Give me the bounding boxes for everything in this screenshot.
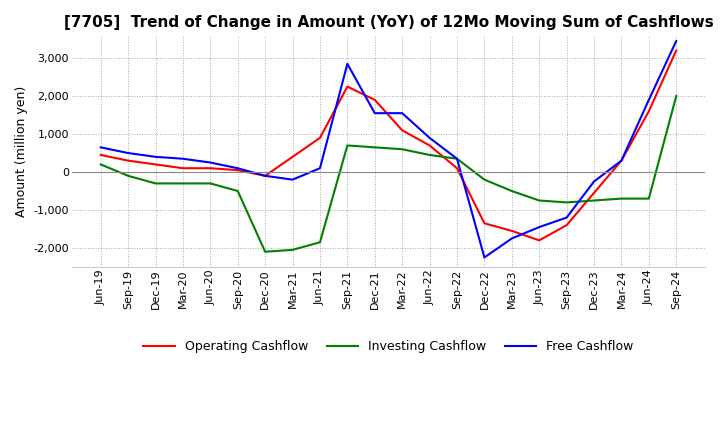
Investing Cashflow — [261, 249, 269, 254]
Operating Cashflow — [590, 190, 598, 195]
Free Cashflow — [453, 156, 462, 161]
Free Cashflow — [179, 156, 187, 161]
Free Cashflow — [96, 145, 105, 150]
Investing Cashflow — [535, 198, 544, 203]
Operating Cashflow — [371, 97, 379, 103]
Free Cashflow — [672, 38, 680, 44]
Investing Cashflow — [288, 247, 297, 253]
Free Cashflow — [288, 177, 297, 182]
Investing Cashflow — [672, 93, 680, 99]
Operating Cashflow — [644, 109, 653, 114]
Line: Investing Cashflow: Investing Cashflow — [101, 96, 676, 252]
Operating Cashflow — [535, 238, 544, 243]
Investing Cashflow — [179, 181, 187, 186]
Investing Cashflow — [508, 188, 516, 194]
Investing Cashflow — [426, 152, 434, 158]
Operating Cashflow — [288, 154, 297, 159]
Title: [7705]  Trend of Change in Amount (YoY) of 12Mo Moving Sum of Cashflows: [7705] Trend of Change in Amount (YoY) o… — [63, 15, 714, 30]
Free Cashflow — [535, 224, 544, 230]
Operating Cashflow — [426, 143, 434, 148]
Free Cashflow — [206, 160, 215, 165]
Y-axis label: Amount (million yen): Amount (million yen) — [15, 85, 28, 217]
Operating Cashflow — [343, 84, 351, 89]
Operating Cashflow — [398, 128, 407, 133]
Operating Cashflow — [233, 168, 242, 173]
Free Cashflow — [124, 150, 132, 156]
Free Cashflow — [371, 110, 379, 116]
Investing Cashflow — [562, 200, 571, 205]
Line: Operating Cashflow: Operating Cashflow — [101, 51, 676, 240]
Investing Cashflow — [315, 240, 324, 245]
Free Cashflow — [426, 135, 434, 140]
Investing Cashflow — [206, 181, 215, 186]
Free Cashflow — [233, 165, 242, 171]
Operating Cashflow — [617, 158, 626, 163]
Free Cashflow — [590, 179, 598, 184]
Operating Cashflow — [508, 228, 516, 234]
Investing Cashflow — [343, 143, 351, 148]
Free Cashflow — [480, 255, 489, 260]
Investing Cashflow — [233, 188, 242, 194]
Operating Cashflow — [672, 48, 680, 53]
Investing Cashflow — [371, 145, 379, 150]
Free Cashflow — [617, 158, 626, 163]
Investing Cashflow — [124, 173, 132, 179]
Free Cashflow — [261, 173, 269, 179]
Legend: Operating Cashflow, Investing Cashflow, Free Cashflow: Operating Cashflow, Investing Cashflow, … — [138, 335, 639, 358]
Operating Cashflow — [480, 220, 489, 226]
Investing Cashflow — [96, 162, 105, 167]
Investing Cashflow — [617, 196, 626, 201]
Investing Cashflow — [453, 156, 462, 161]
Investing Cashflow — [590, 198, 598, 203]
Operating Cashflow — [124, 158, 132, 163]
Operating Cashflow — [453, 165, 462, 171]
Free Cashflow — [343, 61, 351, 66]
Operating Cashflow — [261, 173, 269, 179]
Investing Cashflow — [644, 196, 653, 201]
Investing Cashflow — [480, 177, 489, 182]
Free Cashflow — [562, 215, 571, 220]
Free Cashflow — [508, 236, 516, 241]
Free Cashflow — [315, 165, 324, 171]
Operating Cashflow — [179, 165, 187, 171]
Free Cashflow — [398, 110, 407, 116]
Operating Cashflow — [562, 223, 571, 228]
Operating Cashflow — [206, 165, 215, 171]
Free Cashflow — [644, 97, 653, 103]
Investing Cashflow — [151, 181, 160, 186]
Free Cashflow — [151, 154, 160, 159]
Operating Cashflow — [151, 162, 160, 167]
Line: Free Cashflow: Free Cashflow — [101, 41, 676, 257]
Operating Cashflow — [96, 152, 105, 158]
Operating Cashflow — [315, 135, 324, 140]
Investing Cashflow — [398, 147, 407, 152]
